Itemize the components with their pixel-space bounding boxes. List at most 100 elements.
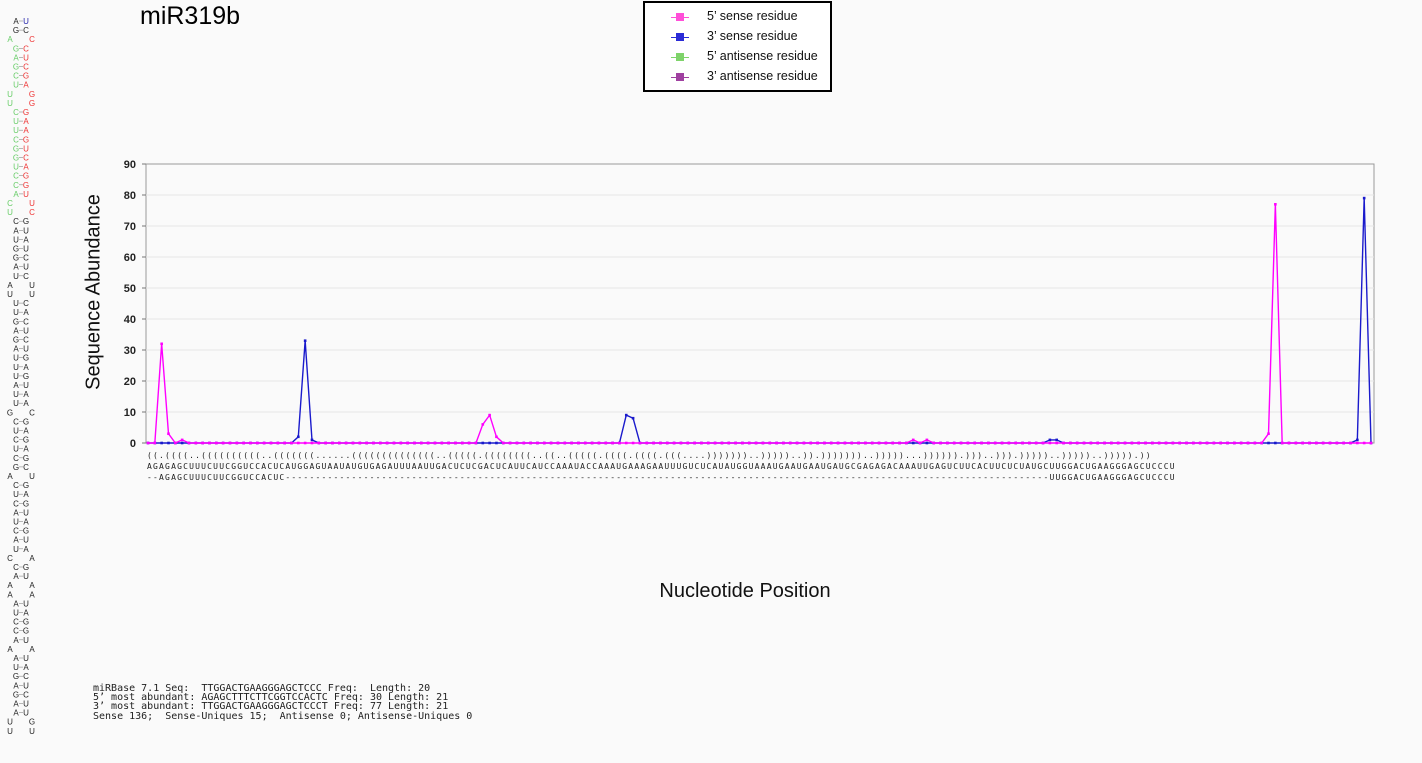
data-point [932,441,936,445]
hairpin-base: U [29,290,35,299]
data-point [1116,441,1120,445]
hairpin-base: U [13,427,19,436]
hairpin-base: U [23,53,29,62]
hairpin-base: U [23,700,29,709]
secondary-structure-line: ((.((((..((((((((((..(((((((......((((((… [147,451,1152,460]
hairpin-base: G [23,417,29,426]
hairpin-base: A [13,700,19,709]
hairpin-base: A [7,35,13,44]
hairpin-base: G [13,317,19,326]
data-point [153,441,157,445]
data-point [1274,203,1277,206]
data-point [1205,441,1209,445]
legend-label: 5’ antisense residue [707,49,818,63]
hairpin-base: A [13,681,19,690]
data-point [884,441,888,445]
data-point [1151,441,1154,445]
data-point [1028,441,1031,445]
hairpin-base: U [23,508,29,517]
hairpin-base: G [23,436,29,445]
hairpin-base: A [23,117,29,126]
data-point [665,441,669,445]
y-tick-label: 30 [124,345,136,357]
hairpin-base: C [13,627,19,636]
data-point [290,441,293,445]
hairpin-base: A [29,645,35,654]
legend-marker [676,53,684,61]
info-line-counts: Sense 136; Sense-Uniques 15; Antisense 0… [93,710,473,722]
data-point [262,441,266,445]
data-point [1280,441,1284,445]
hairpin-base: A [23,399,29,408]
legend-item: 5’ antisense residue [645,47,830,67]
data-point [891,441,895,445]
hairpin-base: A [23,390,29,399]
data-point [549,441,553,445]
data-point [1110,441,1113,445]
data-point [419,441,423,445]
hairpin-base: G [13,245,19,254]
hairpin-base: A [23,490,29,499]
data-point [201,441,204,445]
hairpin-base: U [13,545,19,554]
data-point [1075,441,1079,445]
data-point [693,441,696,445]
data-point [1362,196,1366,200]
hairpin-base: U [13,445,19,454]
hairpin-base: A [23,363,29,372]
y-tick-label: 20 [124,376,136,388]
hairpin-base: G [13,672,19,681]
hairpin-base: G [23,627,29,636]
data-point [481,423,485,426]
data-point [338,441,341,445]
data-point [249,441,252,445]
data-point [297,435,300,439]
y-tick-label: 0 [130,438,136,450]
hairpin-base: U [23,17,29,26]
data-point [556,441,560,445]
hairpin-base: A [29,554,35,563]
data-point [925,441,929,445]
data-point [1274,441,1277,445]
y-tick-label: 90 [124,159,136,171]
hairpin-base: U [13,518,19,527]
hairpin-base: C [29,408,35,417]
data-point [529,441,532,445]
hairpin-base: C [29,208,35,217]
data-point [228,441,232,445]
data-point [918,441,922,445]
hairpin-base: C [13,454,19,463]
data-point [1315,441,1318,445]
hairpin-base: U [23,190,29,199]
data-point [659,441,662,445]
data-point [310,441,314,445]
hairpin-base: A [7,281,13,290]
y-tick-label: 60 [124,252,136,264]
data-point [1048,441,1052,445]
data-point [1082,441,1086,445]
hairpin-base: C [23,44,29,53]
hairpin-base: A [13,190,19,199]
data-point [1185,441,1188,445]
hairpin-base: U [29,199,35,208]
hairpin-base: A [13,53,19,62]
data-point [1123,441,1127,445]
data-point [1014,441,1018,445]
